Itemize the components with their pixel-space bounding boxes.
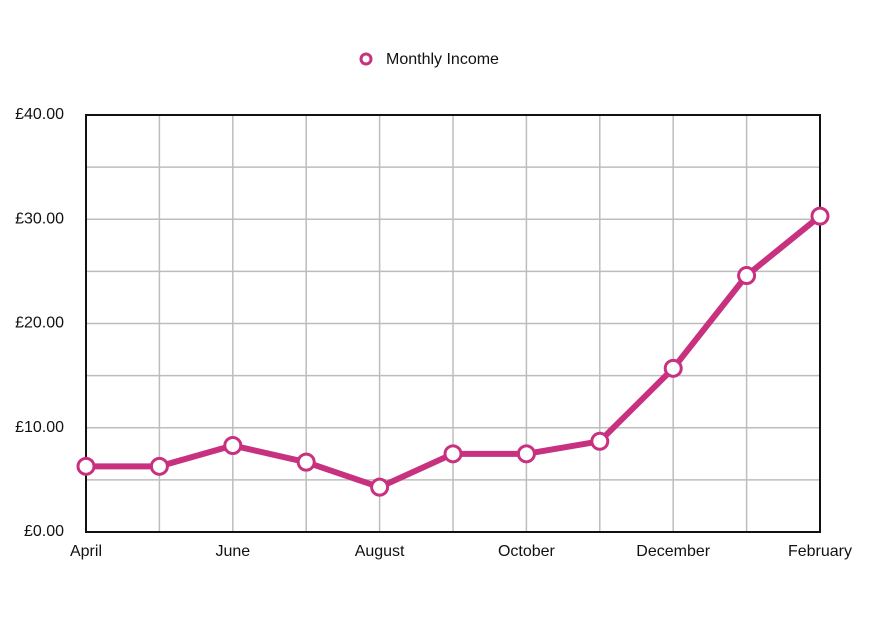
point <box>737 266 757 286</box>
y-tick-label: £20.00 <box>15 315 64 332</box>
x-tick-label: August <box>355 543 405 560</box>
point <box>443 444 463 464</box>
point <box>370 477 390 497</box>
x-tick-label: December <box>636 543 710 560</box>
point <box>590 431 610 451</box>
point <box>149 456 169 476</box>
point <box>663 358 683 378</box>
legend-label: Monthly Income <box>386 51 499 68</box>
x-tick-label: February <box>788 543 852 560</box>
plot-frame <box>85 114 821 533</box>
y-tick-label: £30.00 <box>15 210 64 227</box>
x-tick-label: April <box>70 543 102 560</box>
y-tick-label: £40.00 <box>15 106 64 123</box>
point <box>76 456 96 476</box>
y-tick-label: £10.00 <box>15 419 64 436</box>
y-tick-label: £0.00 <box>24 523 64 540</box>
point <box>296 452 316 472</box>
legend-marker <box>359 52 373 66</box>
point <box>810 206 830 226</box>
x-tick-label: June <box>215 543 250 560</box>
point <box>223 435 243 455</box>
x-tick-label: October <box>498 543 556 560</box>
point <box>516 444 536 464</box>
